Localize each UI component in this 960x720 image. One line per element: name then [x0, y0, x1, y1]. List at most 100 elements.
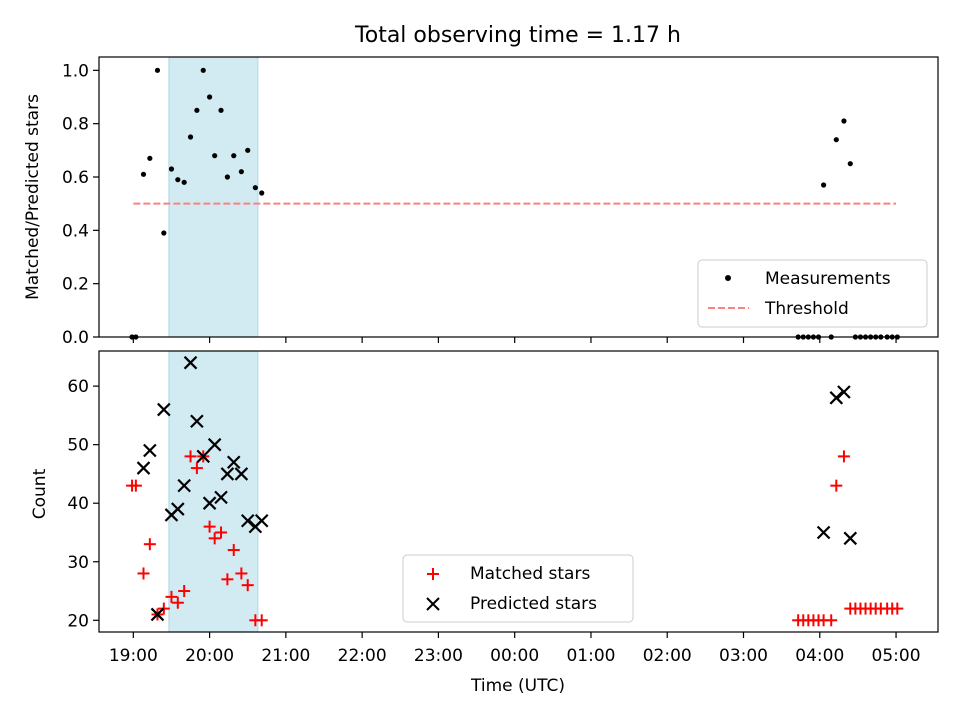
measurement-point: [200, 67, 206, 73]
predicted-star-point: [196, 449, 211, 464]
bottom-x-tick-label: 23:00: [414, 646, 463, 666]
bottom-x-ticks: 19:00 20:00 21:00 22:00 23:00 00:00 01:00 02:00…: [109, 632, 921, 666]
matched-star-point: [235, 567, 248, 580]
predicted-star-point: [190, 414, 204, 429]
predicted-star-point: [816, 525, 831, 540]
measurement-point: [161, 230, 167, 236]
measurement-point: [175, 177, 181, 183]
predicted-star-point: [226, 455, 241, 470]
top-y-axis-label: Matched/Predicted stars: [23, 94, 43, 300]
predicted-star-point: [220, 467, 235, 481]
predicted-star-point: [214, 490, 228, 505]
predicted-star-point: [234, 467, 249, 481]
top-y-tick-label: 0.0: [62, 328, 89, 348]
bottom-legend: Matched stars Predicted stars: [402, 554, 634, 623]
bottom-highlight-band: [168, 350, 259, 633]
bottom-x-tick-label: 02:00: [643, 646, 692, 666]
bottom-y-tick-label: 60: [67, 377, 89, 397]
measurement-point: [820, 182, 827, 188]
measurement-point: [147, 155, 153, 161]
measurement-point: [140, 171, 147, 177]
matched-star-point: [891, 602, 904, 615]
measurement-point: [841, 118, 847, 124]
measurement-point: [231, 153, 237, 159]
legend-measurements-marker: [725, 275, 731, 281]
matched-star-point: [143, 538, 156, 551]
bottom-highlight-band-layer: [168, 350, 259, 633]
bottom-y-tick-label: 50: [67, 436, 89, 456]
top-chart-title: Total observing time = 1.17 h: [354, 23, 681, 48]
measurement-point: [187, 134, 194, 140]
bottom-x-tick-label: 03:00: [719, 646, 768, 666]
bottom-points-layer: [126, 355, 904, 627]
bottom-y-ticks: 20 30 40 50 60: [67, 377, 99, 631]
top-y-tick-label: 1.0: [62, 61, 89, 81]
measurement-point: [154, 67, 161, 73]
matched-star-point: [241, 579, 254, 592]
matched-star-point: [255, 614, 268, 627]
bottom-y-tick-label: 30: [67, 553, 89, 573]
top-legend: Measurements Threshold: [697, 259, 928, 328]
bottom-y-tick-label: 20: [67, 611, 89, 631]
top-y-ticks: 0.0 0.2 0.4 0.6 0.8 1.0: [62, 61, 99, 348]
matched-star-point: [221, 573, 234, 586]
bottom-y-tick-label: 40: [67, 494, 89, 514]
measurement-point: [238, 169, 244, 175]
measurement-point: [206, 94, 213, 100]
predicted-star-point: [143, 443, 157, 458]
legend-predicted-marker: [426, 597, 440, 611]
predicted-star-point: [829, 391, 844, 405]
measurement-point: [168, 166, 175, 172]
bottom-x-tick-label: 01:00: [566, 646, 615, 666]
predicted-star-point: [171, 502, 185, 516]
predicted-star-point: [150, 607, 165, 622]
matched-star-point: [227, 544, 240, 557]
predicted-star-point: [837, 385, 851, 399]
bottom-x-tick-label: 22:00: [338, 646, 387, 666]
measurement-point: [252, 185, 258, 191]
legend-matched-marker: [427, 568, 439, 580]
top-y-tick-label: 0.2: [62, 275, 89, 295]
matched-star-point: [137, 567, 150, 580]
top-highlight-band: [168, 56, 259, 338]
measurement-point: [259, 190, 265, 196]
predicted-star-point: [240, 513, 255, 528]
measurement-point: [212, 153, 218, 159]
predicted-star-point: [254, 513, 269, 528]
bottom-legend-box: [402, 554, 634, 623]
predicted-star-point: [843, 531, 858, 546]
matched-star-point: [203, 520, 216, 533]
matched-star-point: [184, 450, 197, 463]
predicted-star-point: [183, 355, 198, 370]
matched-star-point: [208, 532, 221, 545]
legend-matched-label: Matched stars: [470, 564, 590, 584]
bottom-axes-frame: [98, 350, 939, 633]
bottom-panel: 20 30 40 50 60 19:00 20:00 21:00 22:00 23:00 00:0…: [30, 350, 939, 696]
matched-star-point: [129, 479, 142, 492]
matched-star-point: [830, 479, 843, 492]
legend-threshold-label: Threshold: [764, 299, 849, 319]
predicted-star-point: [202, 496, 217, 510]
matched-star-point: [178, 585, 191, 598]
bottom-x-tick-label: 05:00: [872, 646, 921, 666]
predicted-star-point: [157, 402, 171, 417]
matched-star-point: [215, 526, 228, 539]
predicted-star-point: [207, 437, 222, 452]
top-axes-frame: [98, 56, 939, 338]
predicted-star-point: [177, 478, 191, 493]
bottom-x-tick-label: 20:00: [185, 646, 234, 666]
measurement-point: [218, 107, 224, 113]
top-y-tick-label: 0.4: [62, 221, 89, 241]
bottom-x-axis-label: Time (UTC): [470, 676, 565, 696]
top-y-tick-label: 0.8: [62, 115, 89, 135]
measurement-point: [224, 174, 230, 180]
bottom-x-tick-label: 04:00: [795, 646, 844, 666]
matched-star-point: [825, 614, 838, 627]
matched-star-point: [190, 462, 203, 475]
matched-star-point: [165, 590, 178, 603]
top-x-ticks: [132, 337, 897, 343]
top-highlight-band-layer: [168, 56, 259, 338]
legend-measurements-label: Measurements: [765, 269, 891, 289]
matched-star-point: [837, 450, 850, 463]
